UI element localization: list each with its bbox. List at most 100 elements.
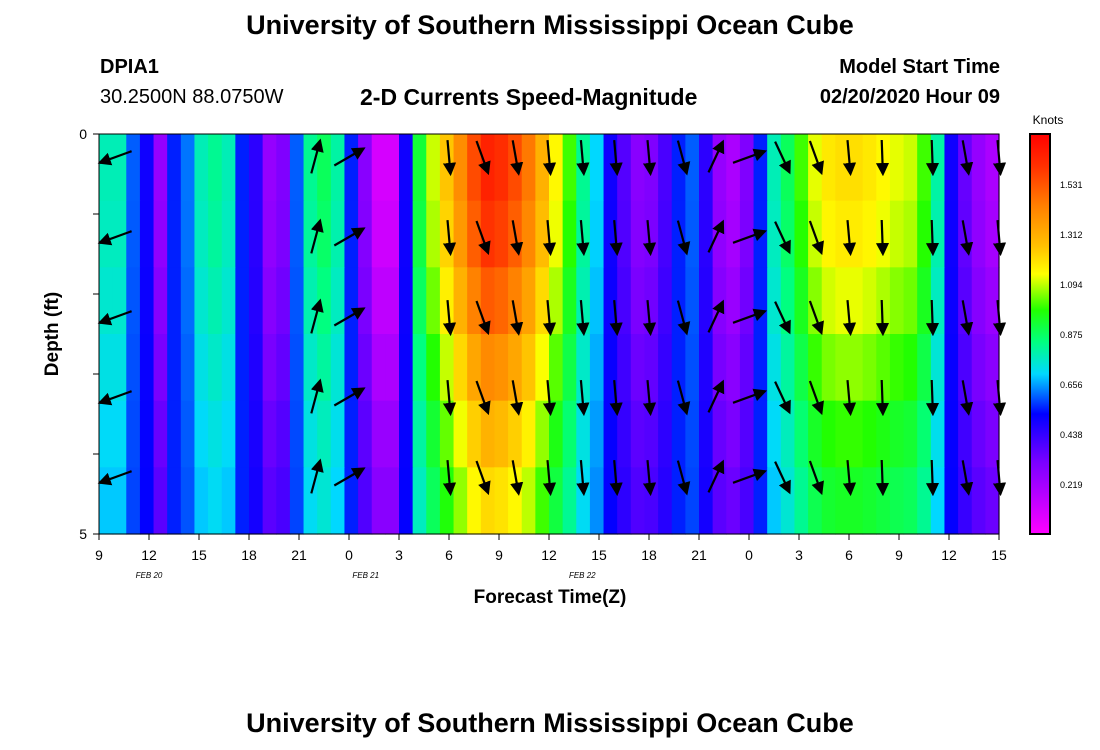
heatmap-cell — [371, 134, 386, 202]
current-vector — [97, 230, 132, 246]
current-vector — [707, 379, 725, 413]
heatmap-cell — [249, 400, 264, 468]
heatmap-cell — [99, 200, 114, 268]
heatmap-cell — [399, 467, 414, 535]
heatmap-cell — [249, 200, 264, 268]
heatmap-cell — [685, 267, 700, 335]
heatmap-cell — [208, 267, 223, 335]
current-vector — [510, 380, 524, 416]
heatmap-cell — [139, 334, 155, 402]
heatmap-cell — [630, 400, 646, 468]
current-vector — [576, 140, 590, 177]
date-label: FEB 20 — [136, 571, 163, 580]
current-vector — [808, 220, 824, 256]
heatmap-cell — [194, 334, 209, 402]
y-tick-label: 5 — [79, 526, 87, 542]
heatmap-cell — [835, 467, 850, 535]
colorbar-tick-label: 0.219 — [1060, 480, 1083, 490]
x-tick-label: 6 — [845, 547, 853, 563]
heatmap-cell — [521, 334, 536, 402]
current-vector — [925, 139, 940, 177]
heatmap-cell — [576, 200, 591, 268]
heatmap-cell — [849, 467, 864, 535]
heatmap-cell — [726, 200, 741, 268]
heatmap-cell — [780, 200, 796, 268]
current-vector — [875, 139, 890, 177]
heatmap-cell — [685, 200, 700, 268]
heatmap-cell — [562, 267, 577, 335]
heatmap-cell — [126, 134, 141, 202]
heatmap-cell — [385, 400, 400, 468]
heatmap-cell — [439, 334, 455, 402]
heatmap-cell — [658, 334, 673, 402]
heatmap-cell — [685, 467, 700, 535]
heatmap-cell — [167, 334, 182, 402]
heatmap-cell — [276, 267, 291, 335]
heatmap-cell — [399, 134, 414, 202]
heatmap-cell — [726, 134, 741, 202]
heatmap-cell — [562, 134, 577, 202]
heatmap-cell — [276, 400, 291, 468]
current-vector — [808, 300, 824, 336]
heatmap-cell — [903, 267, 918, 335]
heatmap-cell — [439, 200, 455, 268]
current-vector — [310, 138, 324, 174]
heatmap-cell — [139, 267, 155, 335]
colorbar-tick-label: 0.875 — [1060, 330, 1083, 340]
current-vector — [333, 147, 366, 167]
heatmap-cell — [753, 400, 768, 468]
heatmap-cell — [876, 400, 891, 468]
heatmap-cell — [876, 267, 891, 335]
heatmap-cell — [426, 200, 441, 268]
heatmap-cell — [221, 134, 236, 202]
heatmap-cell — [180, 267, 196, 335]
heatmap-cell — [971, 200, 986, 268]
x-tick-label: 15 — [991, 547, 1007, 563]
current-vector — [333, 387, 366, 407]
station-coordinates: 30.2500N 88.0750W — [100, 86, 284, 108]
heatmap-cell — [358, 267, 373, 335]
colorbar-tick-label: 0.438 — [1060, 430, 1083, 440]
heatmap-cell — [208, 400, 223, 468]
heatmap-cell — [289, 200, 305, 268]
heatmap-cell — [917, 334, 932, 402]
x-tick-label: 6 — [445, 547, 453, 563]
heatmap-cell — [849, 200, 864, 268]
heatmap-cell — [535, 400, 550, 468]
heatmap-cell — [467, 267, 482, 335]
heatmap-cell — [617, 334, 632, 402]
x-tick-label: 21 — [291, 547, 307, 563]
current-vector — [676, 220, 691, 256]
heatmap-cell — [426, 134, 441, 202]
heatmap-cell — [712, 334, 727, 402]
heatmap-cell — [549, 334, 564, 402]
current-vector — [925, 459, 940, 497]
heatmap-cell — [794, 467, 809, 535]
heatmap-cell — [358, 467, 373, 535]
heatmap-cell — [276, 334, 291, 402]
heatmap-cell — [944, 267, 959, 335]
heatmap-cell — [99, 467, 114, 535]
heatmap-cell — [508, 334, 523, 402]
heatmap-cell — [862, 334, 877, 402]
x-tick-label: 12 — [541, 547, 557, 563]
colorbar-tick-label: 0.656 — [1060, 380, 1083, 390]
current-vector — [960, 220, 974, 256]
heatmap-cell — [958, 334, 973, 402]
heatmap-cell — [330, 467, 346, 535]
x-tick-label: 9 — [495, 547, 503, 563]
heatmap-cell — [753, 267, 768, 335]
heatmap-cell — [371, 400, 386, 468]
heatmap-cell — [958, 267, 973, 335]
heatmap-cell — [589, 134, 605, 202]
heatmap-cell — [562, 400, 577, 468]
heatmap-cell — [426, 267, 441, 335]
heatmap-cell — [876, 334, 891, 402]
x-tick-label: 15 — [191, 547, 207, 563]
heatmap-cell — [385, 200, 400, 268]
heatmap-cell — [153, 467, 168, 535]
heatmap-cell — [726, 334, 741, 402]
heatmap-cell — [453, 134, 468, 202]
heatmap-cell — [658, 467, 673, 535]
